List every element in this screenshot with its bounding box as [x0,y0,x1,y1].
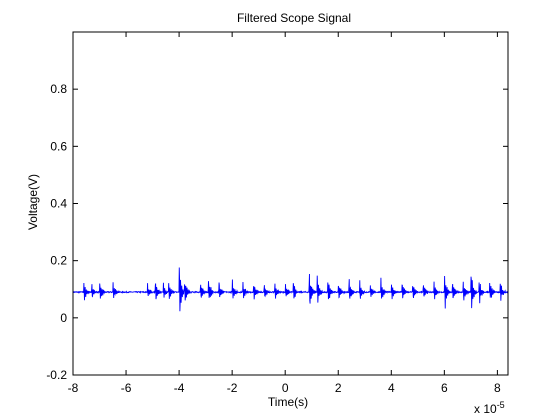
y-tick-label: 0.4 [50,197,67,211]
y-axis-label: Voltage(V) [26,174,40,230]
x-tick-label: 8 [494,381,501,395]
x-tick-label: -2 [227,381,238,395]
signal-trace [72,267,509,312]
x-tick-label: -4 [174,381,185,395]
y-tick-label: 0.6 [50,139,67,153]
series-group [72,267,509,312]
y-ticks: -0.2 0 0.2 0.4 0.6 0.8 [46,82,508,382]
y-tick-label: 0.8 [50,82,67,96]
x-axis-exponent-power: -5 [497,400,505,410]
x-tick-label: 6 [441,381,448,395]
x-axis-exponent: x 10-5 [474,400,505,416]
x-tick-label: 4 [388,381,395,395]
y-tick-label: 0 [60,311,67,325]
x-tick-label: 0 [282,381,289,395]
x-axis-label: Time(s) [268,395,308,409]
x-tick-label: -8 [68,381,79,395]
chart-title: Filtered Scope Signal [237,11,351,25]
x-tick-label: 2 [335,381,342,395]
x-tick-label: -6 [121,381,132,395]
y-tick-label: 0.2 [50,254,67,268]
plot-area [73,32,508,375]
y-tick-label: -0.2 [46,368,67,382]
x-ticks: -8 -6 -4 -2 0 2 4 6 8 [68,32,501,395]
x-axis-exponent-base: x 10 [474,402,497,416]
